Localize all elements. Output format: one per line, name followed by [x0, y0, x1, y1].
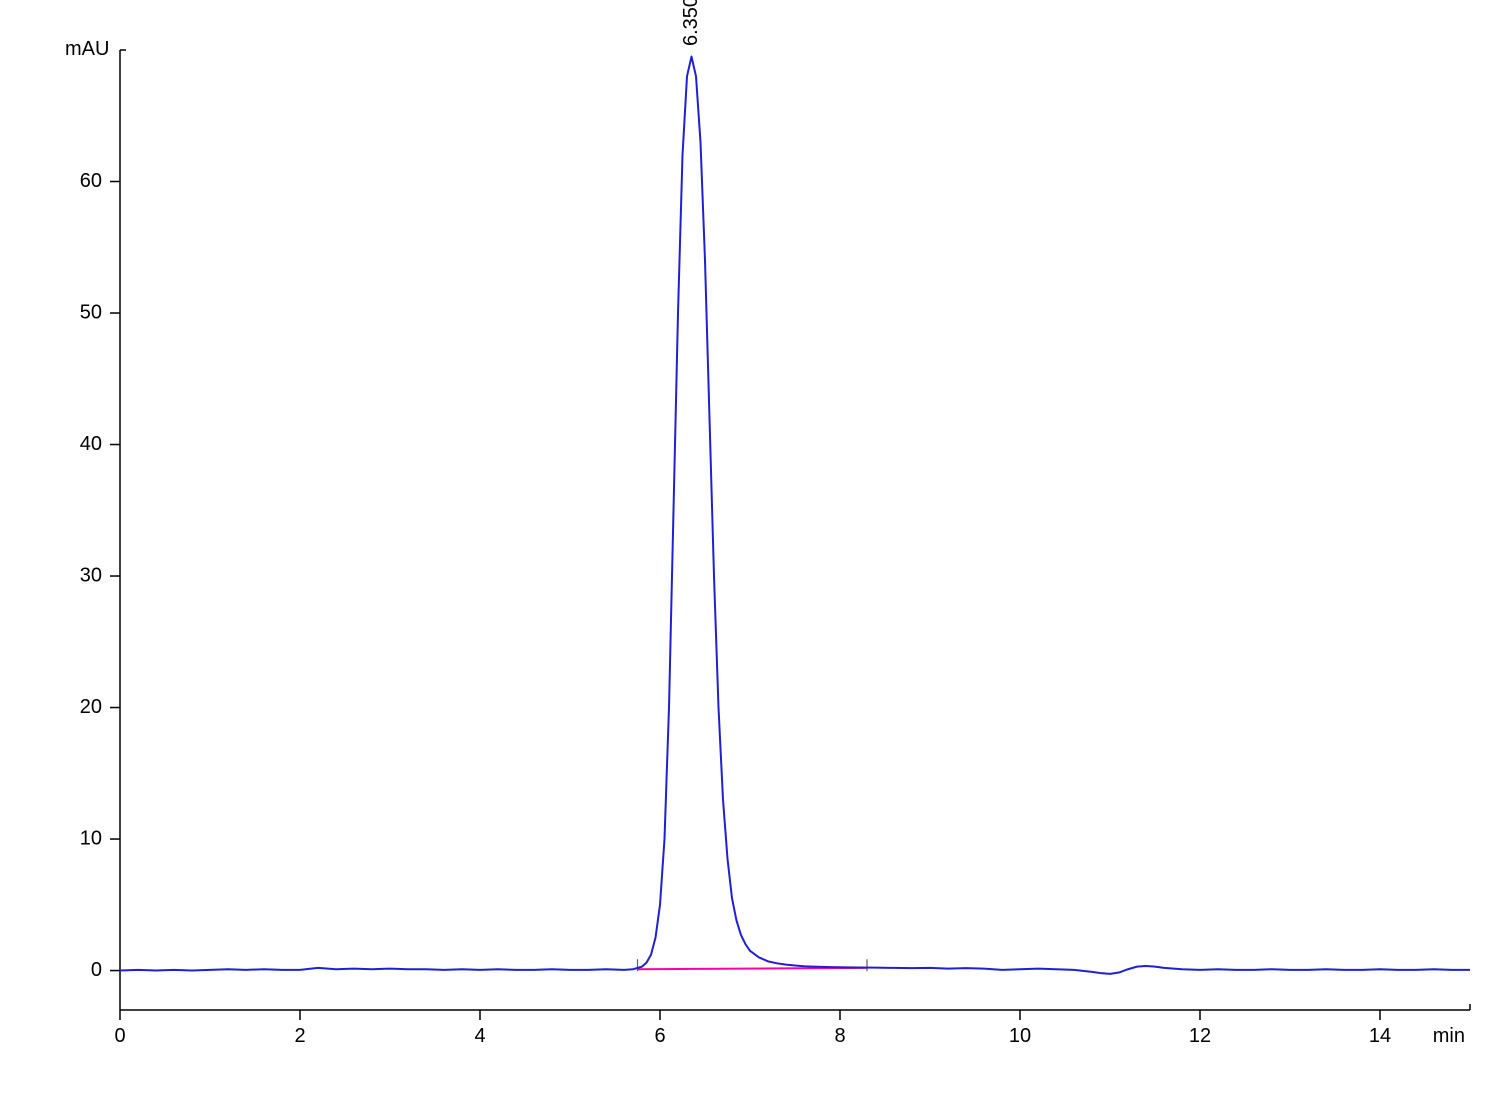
chromatogram-chart: 0 10 20 30 40 50 60 0 2 4 6 8 10 12 14 mAU min 6.350: [0, 0, 1500, 1100]
x-tick-label: 4: [474, 1025, 485, 1047]
y-tick-label: 20: [80, 696, 102, 718]
x-tick-label: 10: [1009, 1025, 1031, 1047]
x-tick-label: 6: [654, 1025, 665, 1047]
y-axis-unit: mAU: [65, 38, 109, 60]
x-tick-label: 2: [294, 1025, 305, 1047]
x-tick-label: 8: [834, 1025, 845, 1047]
y-tick-label: 50: [80, 301, 102, 323]
y-tick-label: 60: [80, 170, 102, 192]
peak-label: 6.350: [680, 0, 702, 46]
x-tick-label: 14: [1369, 1025, 1391, 1047]
x-tick-label: 12: [1189, 1025, 1211, 1047]
y-tick-label: 10: [80, 827, 102, 849]
y-tick-label: 0: [91, 959, 102, 981]
peak-label-group: 6.350: [680, 0, 702, 46]
y-tick-label: 30: [80, 564, 102, 586]
x-tick-label: 0: [114, 1025, 125, 1047]
y-tick-label: 40: [80, 433, 102, 455]
x-axis-unit: min: [1433, 1025, 1465, 1047]
chart-svg: 0 10 20 30 40 50 60 0 2 4 6 8 10 12 14 mAU min 6.350: [0, 0, 1500, 1100]
